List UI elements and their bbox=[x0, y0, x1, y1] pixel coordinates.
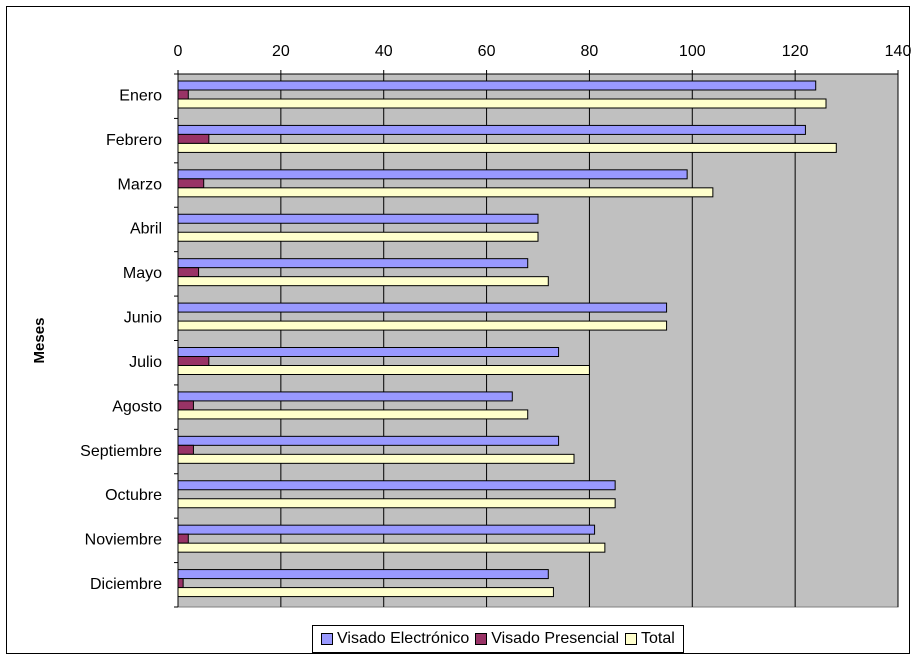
bar-septiembre-1 bbox=[177, 435, 560, 446]
x-tick-labels: 0 20 40 60 80 100 120 140 bbox=[174, 43, 912, 60]
axes bbox=[174, 70, 899, 608]
bar-septiembre-2 bbox=[177, 444, 194, 455]
bar-mayo-3 bbox=[177, 276, 549, 287]
bar-agosto-3 bbox=[177, 409, 529, 420]
x-tick-label-140: 140 bbox=[885, 43, 912, 60]
bar-marzo-1 bbox=[177, 169, 688, 180]
bar-noviembre-1 bbox=[177, 524, 596, 535]
bar-febrero-2 bbox=[177, 133, 210, 144]
category-label-enero: Enero bbox=[119, 87, 162, 104]
x-tick-label-100: 100 bbox=[679, 43, 706, 60]
category-label-noviembre: Noviembre bbox=[85, 532, 162, 549]
bar-julio-3 bbox=[177, 365, 590, 375]
bar-agosto-1 bbox=[177, 391, 513, 402]
legend-item-3: Total bbox=[625, 630, 675, 648]
legend-swatch-3 bbox=[625, 633, 638, 645]
bar-marzo-3 bbox=[177, 187, 714, 198]
bar-julio-1 bbox=[177, 347, 560, 357]
bar-noviembre-3 bbox=[177, 542, 606, 553]
bar-junio-1 bbox=[177, 302, 668, 313]
bar-abril-1 bbox=[177, 213, 539, 224]
bar-julio-2 bbox=[177, 356, 210, 366]
bar-agosto-2 bbox=[177, 400, 194, 411]
legend-label-1: Visado Electrónico bbox=[337, 630, 470, 647]
category-labels: Enero Febrero Marzo Abril Mayo Junio Julio Agos… bbox=[80, 87, 162, 593]
bar-diciembre-1 bbox=[177, 569, 549, 580]
category-label-julio: Julio bbox=[129, 354, 162, 371]
bar-septiembre-3 bbox=[177, 453, 575, 464]
category-label-febrero: Febrero bbox=[106, 132, 162, 149]
bar-junio-3 bbox=[177, 320, 668, 331]
x-tick-label-40: 40 bbox=[375, 43, 393, 60]
category-label-agosto: Agosto bbox=[112, 398, 162, 415]
x-tick-label-120: 120 bbox=[782, 43, 809, 60]
category-label-abril: Abril bbox=[130, 221, 162, 238]
bar-enero-1 bbox=[177, 80, 817, 91]
category-label-octubre: Octubre bbox=[105, 487, 162, 504]
bar-diciembre-2 bbox=[177, 578, 184, 589]
x-tick-label-0: 0 bbox=[174, 43, 183, 60]
x-tick-label-60: 60 bbox=[478, 43, 496, 60]
bar-febrero-1 bbox=[177, 124, 806, 135]
bar-febrero-3 bbox=[177, 142, 837, 153]
category-label-septiembre: Septiembre bbox=[80, 443, 162, 460]
bar-mayo-2 bbox=[177, 267, 200, 278]
category-label-diciembre: Diciembre bbox=[90, 576, 162, 593]
y-axis-title: Meses bbox=[31, 318, 48, 364]
grid-lines bbox=[280, 74, 899, 607]
category-label-mayo: Mayo bbox=[123, 265, 162, 282]
category-label-marzo: Marzo bbox=[118, 176, 163, 193]
bar-marzo-2 bbox=[177, 178, 205, 189]
plot-area bbox=[177, 73, 899, 608]
bar-enero-2 bbox=[177, 89, 189, 100]
legend-label-2: Visado Presencial bbox=[491, 630, 620, 647]
legend-swatch-2 bbox=[475, 633, 488, 645]
x-tick-label-80: 80 bbox=[581, 43, 599, 60]
bar-octubre-1 bbox=[177, 480, 616, 491]
bar-noviembre-2 bbox=[177, 533, 189, 544]
legend: Visado Electrónico Visado Presencial Total bbox=[312, 625, 684, 653]
bar-abril-3 bbox=[177, 231, 539, 242]
bars-group bbox=[177, 80, 837, 598]
x-tick-label-20: 20 bbox=[272, 43, 290, 60]
bar-octubre-3 bbox=[177, 498, 616, 509]
legend-item-2: Visado Presencial bbox=[475, 630, 619, 648]
bar-mayo-1 bbox=[177, 258, 529, 269]
category-label-junio: Junio bbox=[124, 310, 162, 327]
bar-diciembre-3 bbox=[177, 587, 554, 598]
legend-swatch-1 bbox=[321, 633, 333, 645]
bar-enero-3 bbox=[177, 98, 827, 109]
legend-label-3: Total bbox=[641, 630, 675, 647]
legend-item-1: Visado Electrónico bbox=[321, 630, 469, 648]
